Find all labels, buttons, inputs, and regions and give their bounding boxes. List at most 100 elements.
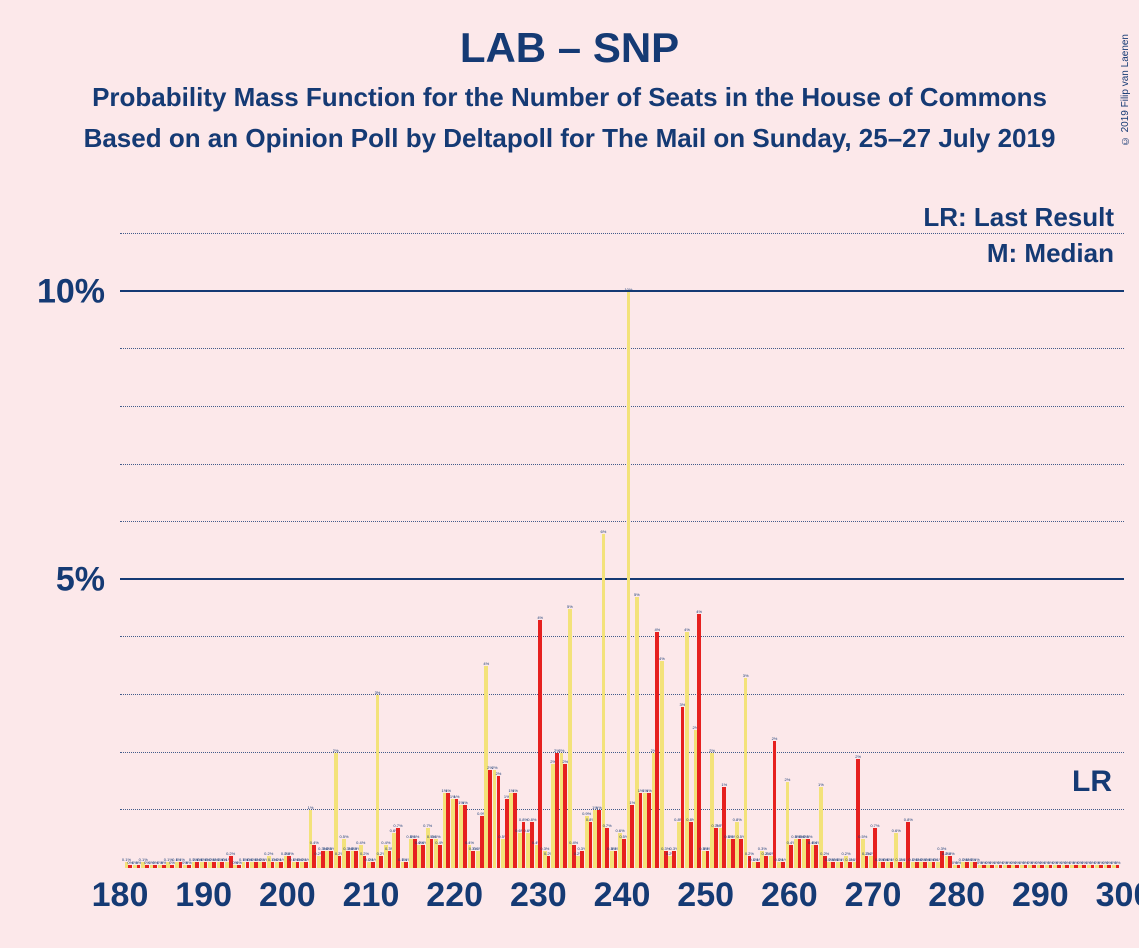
y-axis-label: 10% <box>37 272 105 311</box>
bar-red: 0.1% <box>296 862 300 868</box>
bar-value-label: 2% <box>333 748 339 753</box>
bar-value-label: 4% <box>659 656 665 661</box>
chart-title: LAB – SNP <box>0 24 1139 72</box>
bar-value-label: 0.5% <box>858 834 867 839</box>
bar-red: 0.1% <box>915 862 919 868</box>
bar-value-label: 1% <box>454 794 460 799</box>
bar-yellow: 5% <box>568 609 572 868</box>
bar-red: 1% <box>446 793 450 868</box>
bar-value-label: 0.4% <box>465 840 474 845</box>
bar-value-label: 3% <box>375 690 381 695</box>
x-axis-label: 260 <box>761 876 818 915</box>
bar-red: 0.5% <box>430 839 434 868</box>
bar-value-label: 0.5% <box>339 834 348 839</box>
bar-value-label: 0.2% <box>226 851 235 856</box>
bar-red: 4% <box>538 620 542 868</box>
lr-marker: LR <box>1072 765 1112 799</box>
bar-value-label: 6% <box>600 529 606 534</box>
bar-red: 1% <box>597 810 601 868</box>
bar-value-label: 0.4% <box>310 840 319 845</box>
bar-red: 0% <box>1007 865 1011 868</box>
bar-red: 0.3% <box>580 851 584 868</box>
bar-yellow: 3% <box>744 678 748 868</box>
bar-red: 1% <box>505 799 509 868</box>
bar-red: 3% <box>681 707 685 868</box>
bar-red: 0.4% <box>438 845 442 868</box>
bar-red: 0.1% <box>898 862 902 868</box>
bar-red: 0% <box>1099 865 1103 868</box>
bar-red: 0.5% <box>622 839 626 868</box>
bar-red: 0% <box>187 865 191 868</box>
bar-red: 0.1% <box>262 862 266 868</box>
bar-red: 0% <box>1049 865 1053 868</box>
bar-red: 0.3% <box>329 851 333 868</box>
bar-red: 1% <box>722 787 726 868</box>
gridline-minor <box>120 464 1124 465</box>
x-axis-label: 190 <box>175 876 232 915</box>
bar-red: 0% <box>1074 865 1078 868</box>
bar-value-label: 2% <box>559 748 565 753</box>
bar-red: 1% <box>647 793 651 868</box>
bar-red: 0.1% <box>220 862 224 868</box>
bar-red: 0% <box>1116 865 1120 868</box>
bar-red: 0.1% <box>923 862 927 868</box>
bar-value-label: 0.4% <box>569 840 578 845</box>
bar-value-label: 1% <box>462 800 468 805</box>
bar-value-label: 1% <box>818 782 824 787</box>
bar-red: 0.3% <box>706 851 710 868</box>
bar-value-label: 2% <box>492 765 498 770</box>
x-axis-label: 220 <box>426 876 483 915</box>
bar-red: 0.4% <box>421 845 425 868</box>
bar-red: 0.1% <box>195 862 199 868</box>
bar-value-label: 0.8% <box>733 817 742 822</box>
bar-value-label: 0.2% <box>360 851 369 856</box>
bar-value-label: 1% <box>445 788 451 793</box>
gridline-minor <box>120 636 1124 637</box>
bar-value-label: 0.7% <box>603 823 612 828</box>
bar-red: 0.7% <box>714 828 718 868</box>
bar-red: 0.3% <box>388 851 392 868</box>
bar-value-label: 1% <box>721 782 727 787</box>
bar-red: 0.1% <box>204 862 208 868</box>
bar-value-label: 0.2% <box>841 851 850 856</box>
gridline-minor <box>120 809 1124 810</box>
bar-red: 0.9% <box>480 816 484 868</box>
bar-value-label: 0.2% <box>285 851 294 856</box>
bar-value-label: 0.3% <box>758 846 767 851</box>
bar-value-label: 0.3% <box>937 846 946 851</box>
bar-red: 2% <box>856 759 860 869</box>
bar-red: 0.4% <box>814 845 818 868</box>
bar-value-label: 0.7% <box>423 823 432 828</box>
gridline-minor <box>120 752 1124 753</box>
bar-red: 0% <box>1091 865 1095 868</box>
bar-red: 0.5% <box>798 839 802 868</box>
bar-red: 0.4% <box>789 845 793 868</box>
bar-red: 0.2% <box>338 856 342 868</box>
x-axis-label: 200 <box>259 876 316 915</box>
x-axis-label: 250 <box>677 876 734 915</box>
gridline-minor <box>120 233 1124 234</box>
bar-value-label: 0.2% <box>946 851 955 856</box>
bar-red: 0% <box>1082 865 1086 868</box>
bar-red: 0.8% <box>689 822 693 868</box>
bar-red: 0.3% <box>346 851 350 868</box>
bar-yellow: 3% <box>376 695 380 868</box>
x-axis-label: 240 <box>594 876 651 915</box>
bar-value-label: 0.2% <box>745 851 754 856</box>
bar-red: 0% <box>137 865 141 868</box>
bar-red: 0.2% <box>547 856 551 868</box>
bar-value-label: 0.7% <box>870 823 879 828</box>
bar-value-label: 0.3% <box>540 846 549 851</box>
chart-area: LR: Last Result M: Median 5%10%180190200… <box>0 204 1139 948</box>
chart-subtitle-2: Based on an Opinion Poll by Deltapoll fo… <box>0 123 1139 154</box>
chart-subtitle-1: Probability Mass Function for the Number… <box>0 82 1139 113</box>
bar-value-label: 4% <box>537 615 543 620</box>
bar-red: 0% <box>1107 865 1111 868</box>
bar-red: 4% <box>697 614 701 868</box>
bar-red: 0.2% <box>865 856 869 868</box>
bar-red: 0.1% <box>254 862 258 868</box>
bar-yellow: 4% <box>660 661 664 868</box>
bar-red: 0% <box>1024 865 1028 868</box>
bar-red: 0.1% <box>304 862 308 868</box>
gridline-major <box>120 290 1124 292</box>
